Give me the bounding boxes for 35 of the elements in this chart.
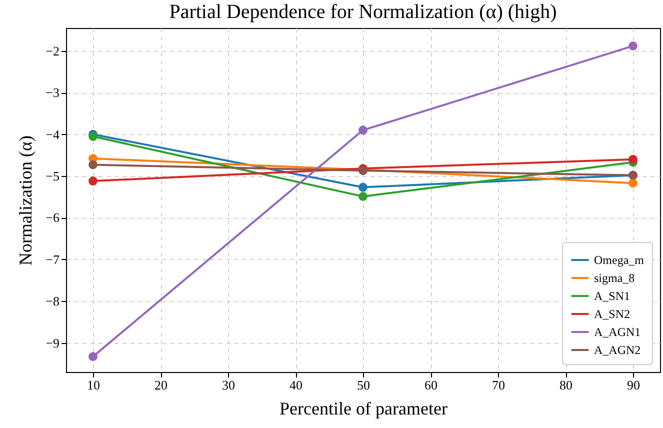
point bbox=[358, 182, 368, 192]
legend-label: Omega_m bbox=[594, 253, 645, 267]
x-tick-label: 90 bbox=[627, 378, 640, 392]
legend-label: A_AGN1 bbox=[594, 325, 641, 339]
y-tick-label: −6 bbox=[46, 210, 60, 226]
x-tick-label: 60 bbox=[424, 378, 438, 392]
y-axis-title: Normalization (α) bbox=[16, 136, 36, 266]
point bbox=[88, 176, 98, 186]
point bbox=[628, 41, 638, 50]
legend-label: A_AGN2 bbox=[594, 343, 641, 357]
x-tick-label: 50 bbox=[357, 378, 370, 392]
y-tick-label: −7 bbox=[46, 252, 60, 267]
point bbox=[628, 178, 638, 188]
point bbox=[358, 126, 368, 135]
x-tick-label: 20 bbox=[154, 378, 168, 392]
y-tick-label: −8 bbox=[46, 294, 60, 309]
point bbox=[88, 160, 98, 170]
y-tick-label: −9 bbox=[46, 335, 60, 350]
x-tick-label: 40 bbox=[290, 378, 302, 392]
point bbox=[358, 192, 368, 201]
x-axis-title: Percentile of parameter bbox=[280, 398, 448, 418]
y-tick-label: −3 bbox=[46, 85, 60, 100]
legend-label: A_SN2 bbox=[594, 307, 630, 321]
x-tick-label: 30 bbox=[222, 378, 235, 392]
legend-label: A_SN1 bbox=[594, 289, 630, 303]
x-tick-label: 70 bbox=[492, 378, 505, 392]
y-tick-label: −5 bbox=[46, 168, 60, 184]
x-tick-label: 10 bbox=[87, 378, 100, 392]
chart-title: Partial Dependence for Normalization (α) (high) bbox=[169, 1, 557, 23]
point bbox=[88, 352, 98, 362]
x-tick-label: 80 bbox=[560, 378, 572, 392]
y-tick-label: −2 bbox=[46, 43, 60, 58]
y-tick-label: −4 bbox=[46, 126, 60, 142]
point bbox=[628, 154, 638, 164]
legend-label: sigma_8 bbox=[594, 271, 635, 285]
